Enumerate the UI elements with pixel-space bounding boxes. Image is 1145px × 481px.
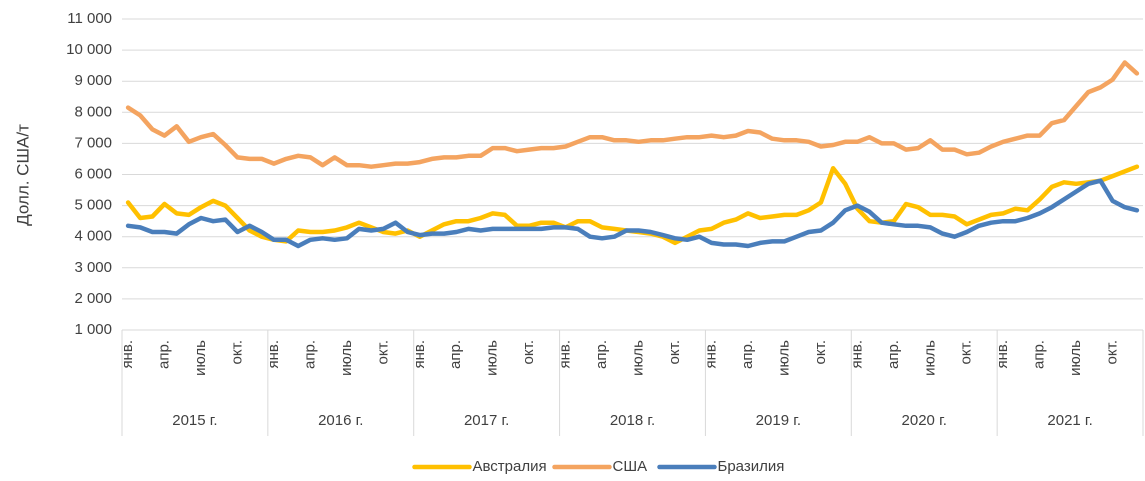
x-tick-label: апр. [447, 340, 464, 369]
x-tick-label: окт. [520, 340, 537, 364]
x-tick-label: окт. [812, 340, 829, 364]
x-tick-label: янв. [119, 340, 136, 369]
y-tick-label: 6 000 [74, 165, 112, 182]
x-tick-label: окт. [1104, 340, 1121, 364]
x-tick-label: окт. [666, 340, 683, 364]
line-series [125, 60, 1140, 169]
x-tick-label: апр. [301, 340, 318, 369]
x-tick-label: янв. [994, 340, 1011, 369]
x-tick-label: апр. [593, 340, 610, 369]
y-tick-label: 4 000 [74, 228, 112, 245]
y-tick-label: 2 000 [74, 290, 112, 307]
group-label: 2018 г. [610, 412, 655, 429]
y-tick-label: 9 000 [74, 72, 112, 89]
x-tick-label: июль [775, 340, 792, 376]
x-tick-label: янв. [411, 340, 428, 369]
group-label: 2015 г. [172, 412, 217, 429]
group-label: 2021 г. [1047, 412, 1092, 429]
legend-label: Австралия [473, 458, 547, 475]
line-series [125, 178, 1140, 249]
y-tick-label: 1 000 [74, 321, 112, 338]
y-tick-label: 8 000 [74, 103, 112, 120]
group-label: 2019 г. [756, 412, 801, 429]
y-tick-label: 11 000 [67, 10, 112, 27]
x-tick-label: апр. [739, 340, 756, 369]
x-tick-label: окт. [958, 340, 975, 364]
y-tick-label: 7 000 [74, 134, 112, 151]
x-tick-label: апр. [1031, 340, 1048, 369]
x-tick-label: янв. [848, 340, 865, 369]
x-tick-label: янв. [702, 340, 719, 369]
x-tick-label: янв. [265, 340, 282, 369]
group-label: 2020 г. [902, 412, 947, 429]
y-tick-label: 3 000 [74, 259, 112, 276]
group-label: 2016 г. [318, 412, 363, 429]
x-tick-label: июль [484, 340, 501, 376]
x-tick-label: июль [192, 340, 209, 376]
x-tick-label: июль [630, 340, 647, 376]
x-tick-label: июль [338, 340, 355, 376]
x-tick-label: янв. [557, 340, 574, 369]
x-tick-label: июль [1067, 340, 1084, 376]
y-tick-label: 10 000 [66, 41, 112, 58]
y-axis-label: Долл. США/т [13, 124, 32, 226]
x-tick-label: апр. [156, 340, 173, 369]
group-label: 2017 г. [464, 412, 509, 429]
y-tick-label: 5 000 [74, 197, 112, 214]
legend-label: Бразилия [718, 458, 785, 475]
x-tick-label: июль [921, 340, 938, 376]
legend-label: США [613, 458, 648, 475]
x-tick-label: окт. [374, 340, 391, 364]
x-tick-label: апр. [885, 340, 902, 369]
x-tick-label: окт. [228, 340, 245, 364]
